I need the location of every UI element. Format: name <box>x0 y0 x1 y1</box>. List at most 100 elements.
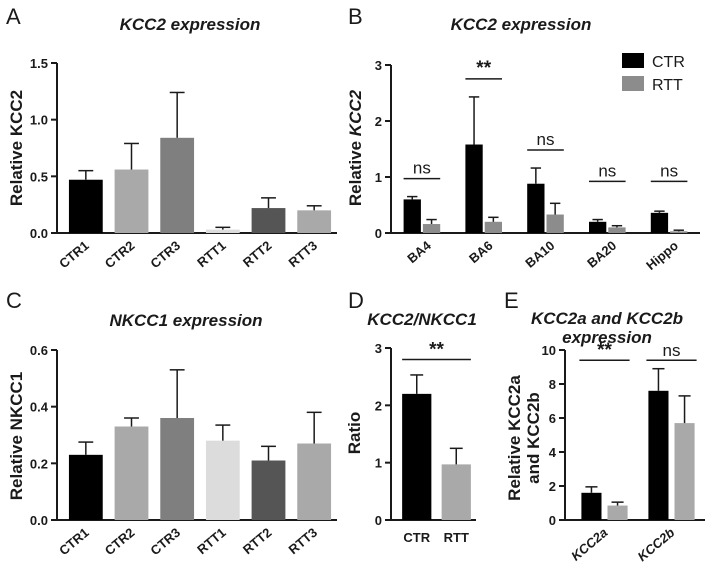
panel-e-bar-rtt <box>607 505 628 520</box>
panel-a-bar <box>297 210 332 233</box>
panel-e-ytick-label: 10 <box>542 343 556 358</box>
panel-b-bar-rtt <box>608 227 626 233</box>
panel-c-ytick-label: 0.0 <box>30 513 48 528</box>
panel-letter-b: B <box>348 4 363 29</box>
panel-c-xtick-label: CTR1 <box>56 525 92 558</box>
panel-e-title-line2: expression <box>562 328 652 347</box>
panel-e-chart: 0 2 4 6 8 10 KCC2a KCC2b ** ns <box>542 340 705 564</box>
panel-b-bar-rtt <box>484 221 503 233</box>
panel-c-xtick-label: RTT3 <box>286 525 321 557</box>
panel-a-xtick-label: RTT3 <box>286 238 321 270</box>
panel-e-ylabel-line1: Relative KCC2a <box>505 375 524 501</box>
panel-c-bar <box>205 440 240 520</box>
panel-c-bar <box>297 443 332 520</box>
panel-a-xtick-label: RTT1 <box>194 238 229 270</box>
panel-b-ytick-label: 1 <box>375 170 382 185</box>
panel-d-ytick-label: 0 <box>375 513 382 528</box>
panel-b-bar-rtt <box>546 214 564 233</box>
panel-c-chart: 0.0 0.2 0.4 0.6 CTR1 CTR2 CTR3 RTT1 RTT2 RTT3 <box>30 343 337 558</box>
panel-b-xtick-label: BA10 <box>522 238 557 271</box>
panel-a-ytick-label: 1.5 <box>30 56 48 71</box>
panel-c-ytick-label: 0.2 <box>30 456 48 471</box>
panel-b-sig-label: ** <box>476 58 491 79</box>
panel-c-xtick-label: CTR3 <box>147 525 183 558</box>
panel-e-ylabel-line2: and KCC2b <box>524 392 543 484</box>
panel-a-chart: 0.0 0.5 1.0 1.5 CTR1 CTR2 CTR3 RTT1 RTT2 RTT3 <box>30 56 337 271</box>
panel-d-sig-label: ** <box>429 339 444 360</box>
panel-b-bar-ctr <box>527 183 545 233</box>
panel-e-ytick-label: 0 <box>549 513 556 528</box>
panel-a-ytick-label: 0.0 <box>30 226 48 241</box>
panel-b-ytick-label: 2 <box>375 114 382 129</box>
legend-swatch-ctr <box>622 53 644 68</box>
panel-a-bar <box>114 169 149 233</box>
panel-b-sig-label: ns <box>413 159 431 178</box>
panel-b-bar-rtt <box>670 231 688 233</box>
panel-d-title: KCC2/NKCC1 <box>367 310 477 329</box>
panel-e-xtick-label: KCC2b <box>635 525 678 564</box>
panel-a-ytick-label: 0.5 <box>30 169 48 184</box>
panel-d-ylabel: Ratio <box>345 412 364 455</box>
panel-a-xtick-label: CTR3 <box>147 238 183 271</box>
panel-b-ytick-label: 3 <box>375 58 382 73</box>
panel-d-chart: 0 1 2 3 CTR RTT ** <box>375 339 476 545</box>
panel-c-bar <box>160 418 195 520</box>
panel-b-ytick-label: 0 <box>375 226 382 241</box>
panel-b-legend: CTR RTT <box>622 53 685 94</box>
panel-e-ytick-label: 2 <box>549 479 556 494</box>
panel-c-xtick-label: RTT1 <box>194 525 229 557</box>
panel-b-ylabel-emph: KCC2 <box>346 89 365 136</box>
panel-e-bar-ctr <box>648 390 669 520</box>
panel-d-bar <box>441 464 471 520</box>
panel-b-bar-ctr <box>465 144 483 233</box>
panel-a-xtick-label: RTT2 <box>240 238 275 270</box>
panel-b-xtick-label: BA20 <box>584 238 619 271</box>
panel-e-ytick-label: 4 <box>549 445 557 460</box>
panel-c-ytick-label: 0.6 <box>30 343 48 358</box>
panel-e-xtick-label: KCC2a <box>568 525 610 564</box>
legend-swatch-rtt <box>622 76 644 91</box>
panel-d-xtick-label: RTT <box>444 530 469 545</box>
panel-e-title-line1: KCC2a and KCC2b <box>531 309 683 328</box>
panel-b-xtick-label: BA4 <box>404 237 434 266</box>
panel-b-sig-label: ns <box>598 161 616 180</box>
panel-a-ylabel: Relative KCC2 <box>7 90 26 206</box>
panel-c-xtick-label: CTR2 <box>102 525 138 558</box>
panel-letter-a: A <box>6 4 21 29</box>
panel-e-ytick-label: 8 <box>549 377 556 392</box>
panel-e-sig-label: ** <box>597 340 612 361</box>
panel-letter-e: E <box>504 288 519 313</box>
panel-a-xtick-label: CTR2 <box>102 238 138 271</box>
panel-a-bar <box>160 137 195 233</box>
panel-c-title: NKCC1 expression <box>109 311 262 330</box>
panel-e-bar-ctr <box>581 492 602 520</box>
panel-b-bar-ctr <box>403 199 421 233</box>
panel-letter-c: C <box>6 288 22 313</box>
panel-a-ytick-label: 1.0 <box>30 113 48 128</box>
panel-e-bar-rtt <box>674 423 695 520</box>
panel-a-bar <box>251 208 286 233</box>
panel-b-bar-rtt <box>422 224 441 233</box>
panel-b-bar-ctr <box>588 221 607 233</box>
panel-a-xtick-label: CTR1 <box>56 238 92 271</box>
panel-d-xtick-label: CTR <box>403 530 430 545</box>
panel-c-bar <box>114 426 149 520</box>
panel-letter-d: D <box>348 288 364 313</box>
panel-b-title: KCC2 expression <box>451 15 592 34</box>
panel-e-ytick-label: 6 <box>549 411 556 426</box>
panel-b-ylabel-prefix: Relative <box>346 136 365 206</box>
panel-a-title: KCC2 expression <box>120 15 261 34</box>
panel-c-xtick-label: RTT2 <box>240 525 275 557</box>
panel-b-ylabel: Relative KCC2 <box>346 89 365 206</box>
panel-d-bar <box>402 393 432 520</box>
panel-c-ytick-label: 0.4 <box>30 400 49 415</box>
legend-label-rtt: RTT <box>652 77 683 94</box>
panel-c-bar <box>68 454 103 520</box>
panel-b-xtick-label: Hippo <box>643 238 681 273</box>
panel-a-bar <box>68 179 103 233</box>
panel-d-ytick-label: 2 <box>375 398 382 413</box>
panel-b-xtick-label: BA6 <box>466 238 496 266</box>
panel-d-ytick-label: 1 <box>375 456 382 471</box>
panel-c-bar <box>251 460 286 520</box>
